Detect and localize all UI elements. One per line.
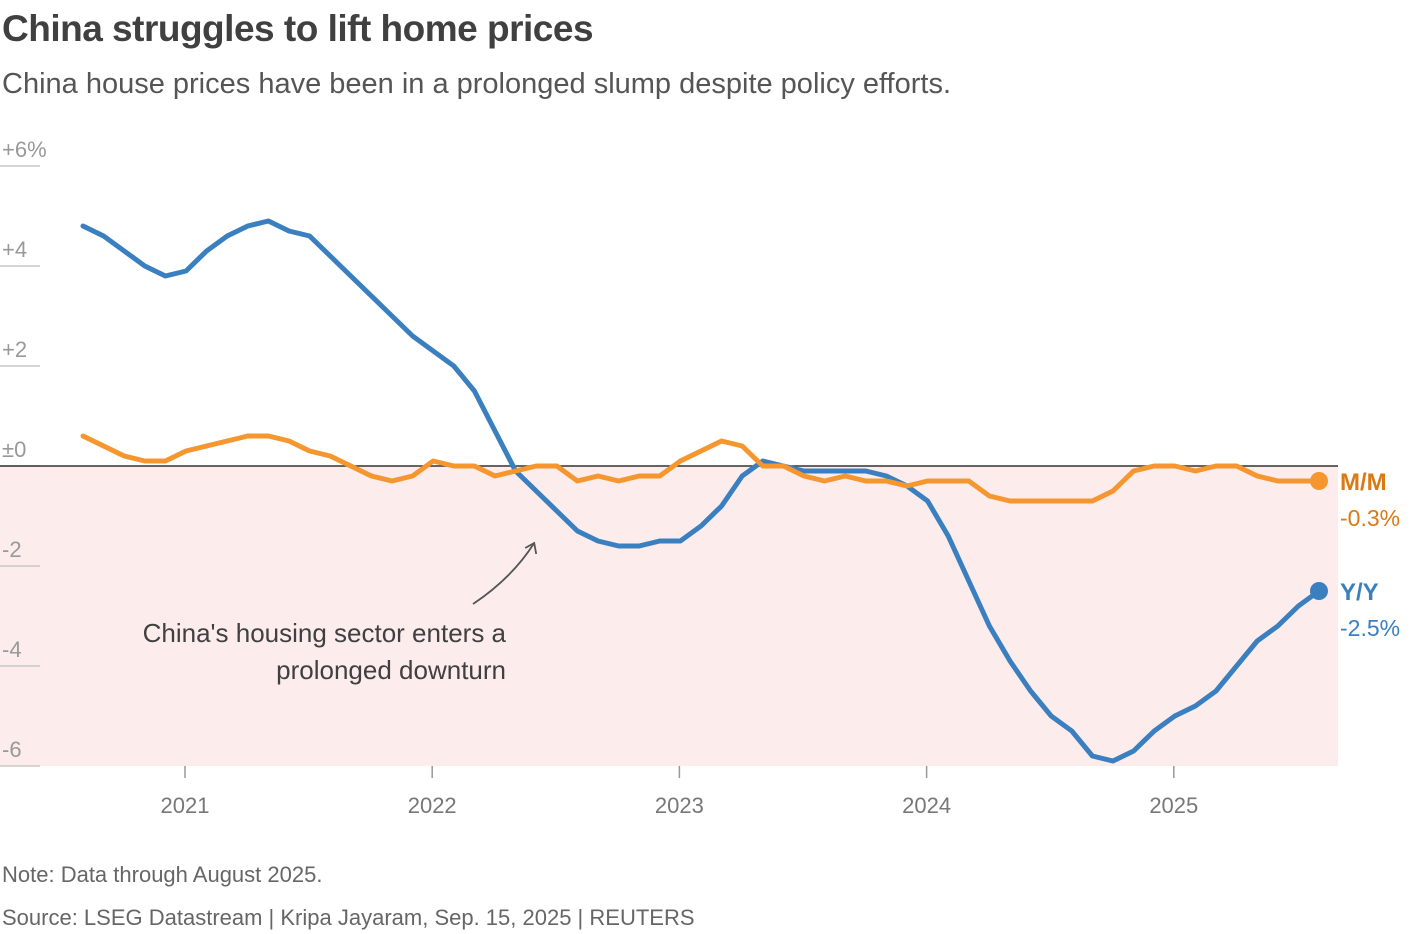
chart-note: Note: Data through August 2025. — [2, 862, 323, 887]
series-end-value-mm: -0.3% — [1340, 505, 1400, 531]
y-tick-label: +2 — [2, 337, 27, 362]
y-tick-label: +4 — [2, 237, 27, 262]
annotation-arrowhead — [524, 541, 538, 555]
series-name-yy: Y/Y — [1340, 579, 1379, 606]
y-tick-label: -4 — [2, 637, 22, 662]
series-name-mm: M/M — [1340, 469, 1387, 496]
x-tick-label: 2025 — [1149, 793, 1198, 818]
series-end-dot-yy — [1310, 582, 1328, 600]
series-end-value-yy: -2.5% — [1340, 615, 1400, 641]
annotation-text-line: China's housing sector enters a — [143, 618, 507, 648]
x-tick-label: 2022 — [408, 793, 457, 818]
x-tick-label: 2023 — [655, 793, 704, 818]
series-line-mm — [80, 433, 1322, 504]
annotation-text-line: prolonged downturn — [276, 655, 506, 685]
y-tick-label: -6 — [2, 737, 22, 762]
series-end-dot-mm — [1310, 472, 1328, 490]
page-title: China struggles to lift home prices — [2, 8, 594, 49]
y-tick-label: ±0 — [2, 437, 26, 462]
chart-source: Source: LSEG Datastream | Kripa Jayaram,… — [2, 905, 695, 930]
y-tick-label: +6% — [2, 137, 47, 162]
annotation-arrow — [472, 542, 535, 605]
x-tick-label: 2024 — [902, 793, 951, 818]
series-line-yy — [80, 218, 1322, 764]
x-tick-label: 2021 — [161, 793, 210, 818]
y-tick-label: -2 — [2, 537, 22, 562]
page-subtitle: China house prices have been in a prolon… — [2, 68, 951, 100]
negative-region — [0, 466, 1338, 766]
